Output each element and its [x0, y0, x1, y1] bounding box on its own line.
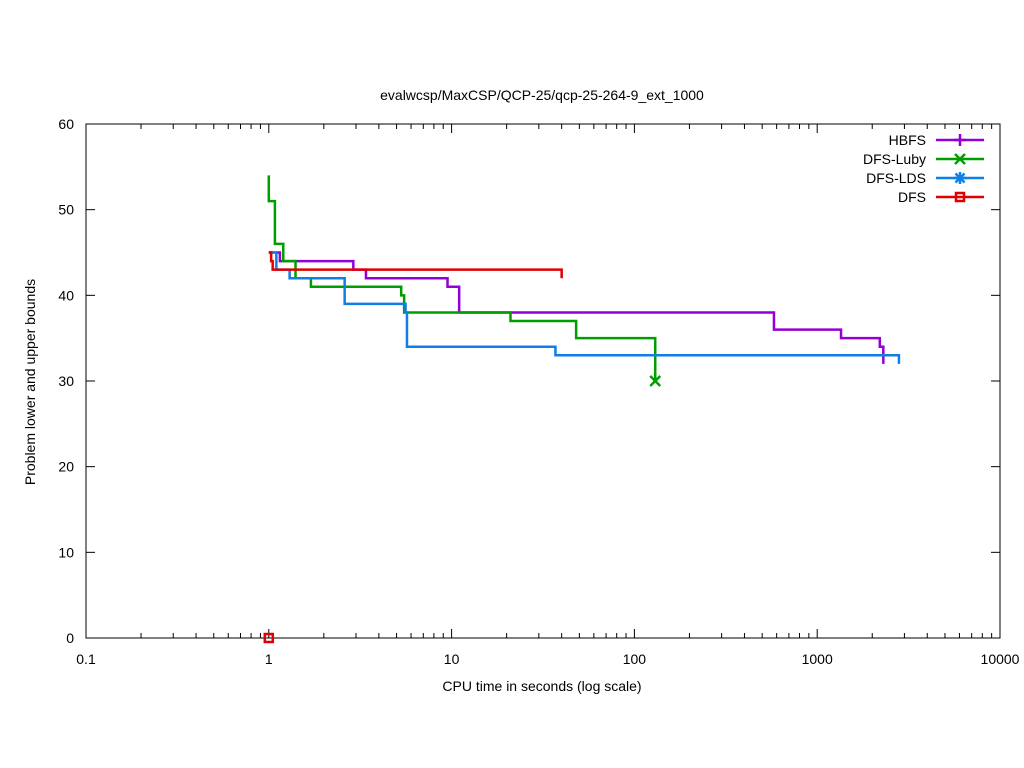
- series-line-dfs-luby: [267, 175, 657, 381]
- x-tick-label: 1000: [802, 651, 833, 667]
- legend-marker-hbfs: [954, 134, 966, 146]
- legend: HBFS DFS-Luby DFS-LDS DFS: [863, 132, 984, 205]
- x-axis-ticks: 0.1 1 10 100 1000 10000: [76, 124, 1020, 667]
- legend-label-hbfs: HBFS: [889, 132, 926, 148]
- x-tick-label: 1: [265, 651, 273, 667]
- x-axis-label: CPU time in seconds (log scale): [442, 678, 641, 694]
- legend-label-dfs-luby: DFS-Luby: [863, 151, 926, 167]
- plot-frame: [85, 123, 1001, 639]
- legend-label-dfs: DFS: [898, 189, 926, 205]
- x-tick-label: 10000: [981, 651, 1020, 667]
- plot-border: [85, 123, 1001, 639]
- legend-marker-dfs-lds: [954, 172, 966, 184]
- x-tick-label: 0.1: [76, 651, 96, 667]
- x-tick-label: 100: [623, 651, 647, 667]
- series-line-hbfs: [268, 251, 885, 364]
- y-axis-label: Problem lower and upper bounds: [22, 279, 38, 485]
- series-layer: [263, 175, 901, 644]
- series-line-dfs-lds: [268, 251, 901, 364]
- y-tick-label: 0: [66, 630, 74, 646]
- data-point-dfs: [263, 632, 275, 644]
- y-tick-label: 40: [58, 287, 74, 303]
- y-tick-label: 60: [58, 116, 74, 132]
- legend-marker-dfs-luby: [954, 153, 966, 165]
- chart-title: evalwcsp/MaxCSP/QCP-25/qcp-25-264-9_ext_…: [380, 87, 704, 103]
- y-tick-label: 50: [58, 202, 74, 218]
- series-line-dfs: [268, 251, 563, 279]
- y-tick-label: 30: [58, 373, 74, 389]
- y-tick-label: 10: [58, 544, 74, 560]
- legend-marker-dfs: [954, 191, 966, 203]
- y-tick-label: 20: [58, 459, 74, 475]
- legend-label-dfs-lds: DFS-LDS: [866, 170, 926, 186]
- data-point-dfs-luby: [649, 375, 662, 387]
- y-axis-ticks: 0 10 20 30 40 50 60: [58, 116, 1000, 646]
- x-tick-label: 10: [444, 651, 460, 667]
